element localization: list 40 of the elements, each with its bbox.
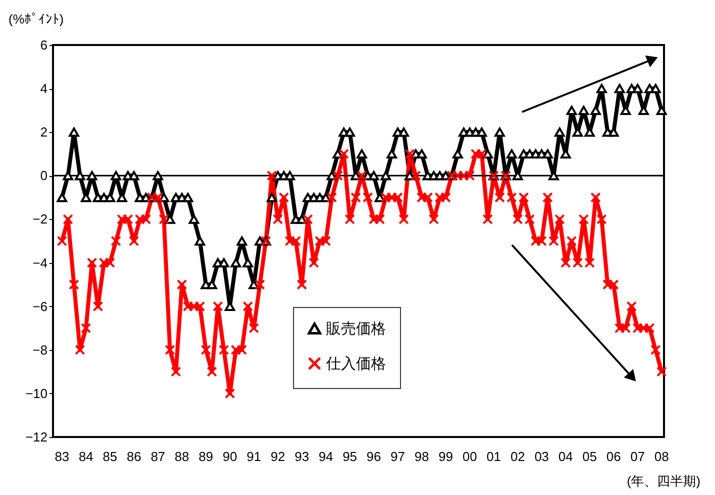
x-tick-label: 98	[414, 449, 429, 464]
x-tick-label: 88	[174, 449, 190, 464]
y-tick-label: −2	[32, 212, 48, 227]
x-tick-label: 08	[654, 449, 669, 464]
x-tick-label: 97	[390, 449, 406, 464]
x-tick-label: 91	[246, 449, 262, 464]
x-tick-label: 07	[630, 449, 645, 464]
x-tick-label: 93	[294, 449, 310, 464]
x-tick-label: 87	[150, 449, 166, 464]
x-tick-label: 95	[342, 449, 358, 464]
x-tick-label: 83	[54, 449, 70, 464]
x-tick-label: 85	[102, 449, 118, 464]
legend-label: 仕入価格	[325, 356, 386, 372]
x-axis-title: (年、四半期)	[626, 474, 700, 488]
x-tick-label: 00	[462, 449, 477, 464]
x-tick-label: 03	[534, 449, 549, 464]
x-tick-label: 06	[606, 449, 621, 464]
x-tick-label: 84	[78, 449, 94, 464]
x-tick-label: 01	[486, 449, 501, 464]
x-tick-label: 96	[366, 449, 382, 464]
x-tick-label: 94	[318, 449, 334, 464]
y-tick-label: −10	[25, 386, 48, 401]
y-tick-label: −8	[32, 342, 48, 358]
y-tick-label: −6	[32, 298, 48, 314]
y-tick-label: −4	[32, 255, 48, 270]
y-tick-label: 2	[40, 124, 48, 140]
x-tick-label: 86	[126, 449, 142, 464]
y-tick-label: 0	[40, 168, 48, 184]
x-tick-label: 04	[558, 449, 573, 464]
x-tick-label: 05	[582, 449, 597, 464]
x-tick-label: 90	[222, 449, 238, 464]
y-tick-label: 6	[40, 38, 48, 52]
x-tick-label: 89	[198, 449, 214, 464]
legend-label: 販売価格	[326, 320, 386, 338]
y-axis-title: (%ﾎﾟｲﾝﾄ)	[8, 12, 64, 26]
y-tick-label: −12	[25, 430, 48, 444]
x-tick-label: 92	[270, 449, 286, 464]
x-tick-label: 02	[510, 449, 525, 464]
x-tick-label: 99	[438, 449, 453, 464]
y-tick-label: 4	[40, 81, 48, 96]
